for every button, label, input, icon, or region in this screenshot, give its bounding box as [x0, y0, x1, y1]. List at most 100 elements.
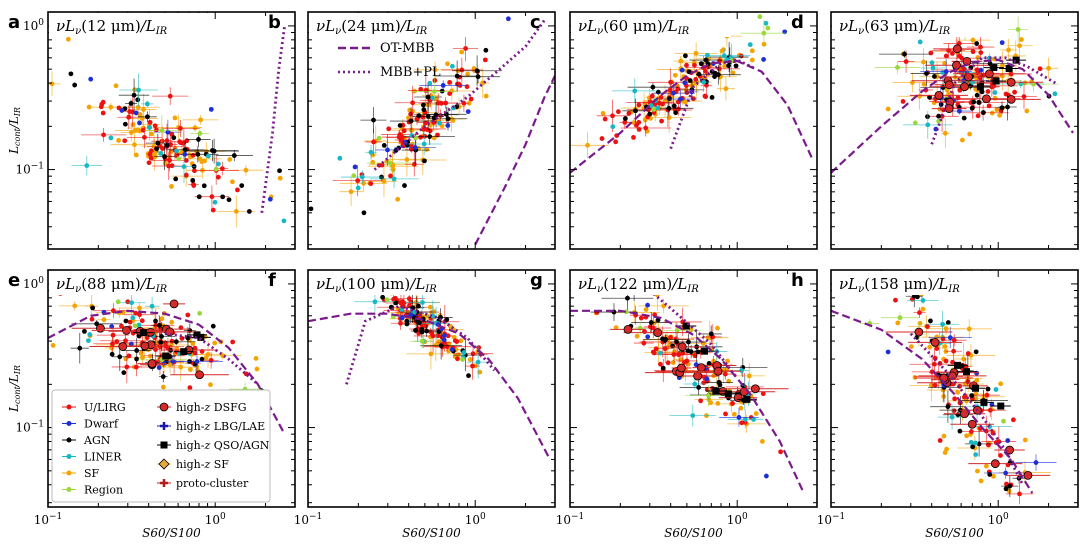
point-agn — [1007, 483, 1013, 489]
point-sf — [477, 369, 483, 375]
point-ulirg — [398, 320, 403, 326]
point-sf — [723, 86, 729, 92]
point-ulirg — [119, 323, 124, 329]
point-agn — [696, 71, 702, 77]
point-liner — [449, 63, 455, 69]
point-sf — [140, 355, 145, 360]
point-sf — [135, 104, 141, 110]
point-sf — [483, 93, 489, 99]
point-ulirg — [423, 323, 429, 329]
point-agn — [156, 322, 162, 328]
title-backing — [309, 271, 469, 295]
point-hz-dsfg — [1023, 470, 1033, 480]
panel-letter-d: d — [791, 12, 804, 33]
y-tick-base: 10 — [15, 163, 30, 177]
point-agn — [438, 315, 443, 320]
point-ulirg — [392, 295, 398, 301]
axes-frame-a — [47, 11, 296, 250]
point-ulirg — [998, 453, 1003, 458]
curve-ot-mbb-b — [474, 75, 555, 246]
curve-mbb-pl-b — [373, 19, 546, 171]
point-ulirg — [142, 134, 147, 140]
point-agn — [673, 110, 679, 116]
point-agn — [308, 206, 314, 212]
point-ulirg — [149, 148, 154, 154]
panel-title-c: νLν(60 μm)/LIR — [578, 17, 690, 37]
point-ulirg — [418, 86, 424, 92]
point-sf — [428, 351, 434, 357]
point-hz-dsfg — [964, 72, 973, 82]
point-ulirg — [435, 132, 440, 138]
point-ulirg — [114, 339, 120, 344]
legend-sub: z — [203, 439, 210, 452]
point-sf — [917, 320, 923, 326]
point-sf — [998, 381, 1004, 387]
point-liner — [992, 90, 998, 95]
point-ulirg — [130, 330, 136, 336]
x-tick-base: 10 — [727, 513, 742, 527]
point-ulirg — [684, 62, 689, 68]
point-sf — [759, 439, 765, 444]
x-axis-label: S60/S100 — [925, 526, 984, 540]
point-dwarf — [137, 120, 142, 126]
point-sf — [395, 196, 401, 202]
point-ulirg — [917, 310, 922, 316]
y-tick-base: 10 — [23, 277, 38, 291]
point-sf — [967, 131, 973, 137]
point-agn — [246, 209, 252, 214]
title-ir: IR — [155, 26, 168, 37]
point-ulirg — [1010, 417, 1016, 423]
point-sf — [141, 107, 146, 112]
point-sf — [909, 80, 915, 85]
point-sf — [128, 130, 134, 135]
point-sf — [678, 58, 684, 64]
point-sf — [975, 468, 980, 474]
point-hz-dsfg — [195, 370, 204, 380]
point-sf — [746, 373, 752, 379]
point-hz-dsfg — [930, 337, 940, 347]
title-sub: ν — [335, 26, 341, 37]
point-ulirg — [668, 335, 673, 340]
point-liner — [690, 413, 696, 419]
point-agn — [655, 89, 661, 95]
point-ulirg — [152, 123, 158, 129]
point-liner — [1034, 522, 1039, 527]
point-sf — [978, 478, 984, 484]
point-ulirg — [468, 96, 474, 102]
points-a — [48, 25, 287, 228]
point-sf — [943, 326, 949, 332]
panel-d: νLν(63 μm)/LIR d — [791, 11, 1079, 250]
point-ulirg — [730, 401, 735, 406]
point-hz-dsfg — [984, 69, 994, 79]
point-liner — [993, 387, 999, 392]
point-ulirg — [187, 385, 193, 391]
point-liner — [136, 322, 142, 328]
point-sf — [961, 356, 966, 362]
legend-sub: z — [203, 401, 210, 414]
point-agn — [703, 57, 709, 63]
point-sf — [192, 125, 198, 131]
panel-letter-g: g — [530, 270, 543, 291]
points-e — [48, 283, 286, 435]
axes-frame-c — [569, 11, 818, 250]
x-tick-base: 10 — [817, 513, 832, 527]
legend-marker — [66, 487, 72, 492]
panel-letter-a: a — [8, 12, 20, 33]
point-agn — [932, 74, 937, 79]
point-liner — [739, 368, 744, 373]
x-tick-label: 10−1 — [817, 512, 846, 527]
point-agn — [973, 349, 979, 355]
point-ulirg — [760, 391, 766, 397]
point-dwarf — [442, 333, 447, 339]
point-liner — [461, 350, 467, 355]
ylabel-slash: /L — [7, 374, 21, 387]
point-sf — [955, 389, 961, 395]
legend-marker — [158, 458, 170, 470]
point-ulirg — [110, 332, 116, 338]
title-wave: (158 μm) — [864, 275, 933, 293]
title-lir: /L — [670, 275, 687, 293]
point-sf — [942, 450, 948, 455]
point-ulirg — [984, 392, 990, 398]
point-ulirg — [215, 174, 221, 180]
